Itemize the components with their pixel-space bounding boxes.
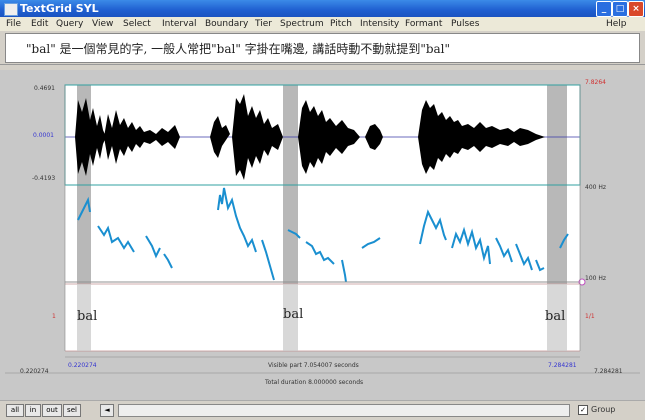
window-start-time: 0.220274 [68,362,97,369]
interval-label-1[interactable]: bal [77,309,98,324]
pitch-bottom-label: 100 Hz [585,275,607,282]
menu-select[interactable]: Select [123,19,151,29]
window-title: TextGrid SYL [20,2,99,15]
separator-line [0,64,645,65]
group-label: Group [591,405,616,414]
title-bar: TextGrid SYL _ □ × [0,0,645,17]
zoom-all-button[interactable]: all [6,404,24,417]
scroll-left-button[interactable]: ◄ [100,404,114,417]
menu-bar: File Edit Query View Select Interval Bou… [0,17,645,31]
textgrid-tier[interactable] [65,284,580,351]
cursor-handle[interactable] [578,278,586,286]
menu-pulses[interactable]: Pulses [451,19,480,29]
group-checkbox[interactable]: ✓ [578,405,588,415]
pitch-top-label: 400 Hz [585,184,607,191]
end-time: 7.284281 [594,368,623,375]
menu-file[interactable]: File [6,19,22,29]
menu-pitch[interactable]: Pitch [330,19,352,29]
window-end-time: 7.284281 [548,362,577,369]
wave-bottom-label: -0.4193 [32,175,56,182]
menu-view[interactable]: View [92,19,114,29]
signal-display[interactable] [0,70,645,400]
total-duration-label: Total duration 8.000000 seconds [265,379,364,386]
zoom-selection-button[interactable]: sel [63,404,81,417]
menu-help[interactable]: Help [606,19,627,29]
pitch-contour [77,187,569,283]
close-button[interactable]: × [628,1,644,17]
zoom-in-button[interactable]: in [25,404,41,417]
interval-text: "bal" 是一個常見的字, 一般人常把"bal" 字掛在嘴邊, 講話時動不動就… [26,42,451,56]
menu-intensity[interactable]: Intensity [360,19,400,29]
tier-grey-2 [283,284,298,351]
tier-number-label: 1 [52,313,56,320]
tier-count-label: 1/1 [585,313,595,320]
menu-query[interactable]: Query [56,19,84,29]
start-time: 0.220274 [20,368,49,375]
menu-formant[interactable]: Formant [405,19,443,29]
maximize-button[interactable]: □ [612,1,628,17]
interval-label-2[interactable]: bal [283,307,304,322]
app-icon [4,3,18,16]
zoom-out-button[interactable]: out [42,404,62,417]
visible-part-label: Visible part 7.054007 seconds [268,362,359,369]
menu-edit[interactable]: Edit [31,19,49,29]
menu-boundary[interactable]: Boundary [205,19,249,29]
minimize-button[interactable]: _ [596,1,612,17]
menu-spectrum[interactable]: Spectrum [280,19,324,29]
menu-interval[interactable]: Interval [162,19,197,29]
wave-top-label: 0.4691 [34,85,55,92]
waveform [75,94,545,180]
tier-grey-1 [77,284,91,351]
horizontal-scrollbar[interactable] [118,404,570,417]
menu-tier[interactable]: Tier [255,19,272,29]
wave-zero-label: 0.0001 [33,132,54,139]
interval-text-field[interactable]: "bal" 是一個常見的字, 一般人常把"bal" 字掛在嘴邊, 講話時動不動就… [5,33,640,63]
tier-grey-3 [547,284,567,351]
right-top-label: 7.8264 [585,79,606,86]
interval-label-3[interactable]: bal [545,309,566,324]
bottom-toolbar: all in out sel ◄ ► ✓ Group [0,400,645,420]
editor-canvas[interactable]: 0.4691 0.0001 -0.4193 7.8264 400 Hz 100 … [0,70,645,400]
